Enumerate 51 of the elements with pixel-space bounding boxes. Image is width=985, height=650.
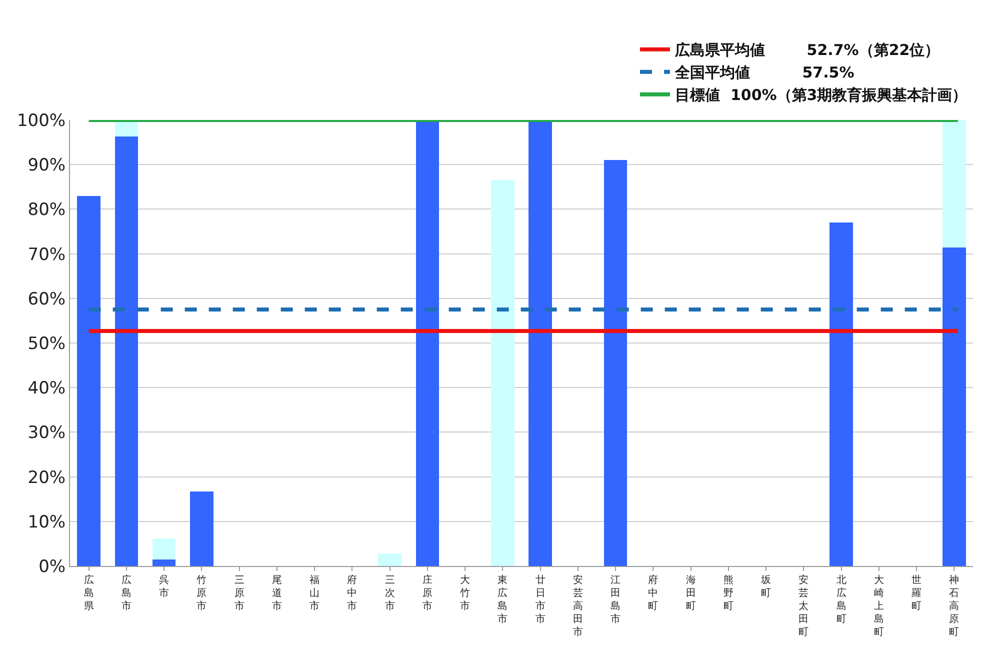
y-tick-label: 60%: [28, 289, 66, 310]
y-tick-label: 20%: [28, 468, 66, 488]
bar: [830, 222, 853, 566]
x-tick-label: 三次市: [384, 575, 395, 612]
bar: [604, 160, 628, 566]
bar: [378, 554, 402, 566]
y-tick-label: 100%: [16, 110, 66, 131]
x-tick-label: 大崎上島町: [874, 574, 884, 638]
legend-label: 目標値 100%（第3期教育振興基本計画）: [675, 86, 968, 104]
x-tick-label: 東広島市: [498, 574, 508, 625]
bar: [190, 492, 214, 566]
bar: [528, 120, 552, 566]
x-tick-label: 広島市: [121, 574, 132, 612]
x-tick-label: 安芸高田市: [572, 574, 583, 638]
y-tick-label: 50%: [28, 334, 66, 354]
x-tick-label: 福山市: [310, 574, 320, 612]
x-tick-label: 広島県: [84, 574, 94, 612]
x-tick-label: 三原市: [234, 575, 244, 612]
bar: [416, 120, 440, 566]
y-tick-label: 0%: [38, 556, 66, 577]
x-tick-label: 熊野町: [723, 574, 734, 612]
bar: [942, 248, 966, 566]
bar: [152, 559, 176, 566]
y-tick-label: 10%: [28, 512, 66, 532]
x-tick-label: 坂町: [760, 574, 772, 599]
x-tick-label: 世羅町: [912, 574, 922, 612]
x-tick-label: 神石高原町: [949, 574, 960, 638]
legend-label: 全国平均値 57.5%: [674, 64, 854, 82]
bar: [152, 538, 176, 560]
x-tick-label: 府中市: [347, 574, 358, 612]
x-tick-label: 海田町: [686, 574, 696, 612]
x-tick-label: 尾道市: [272, 575, 282, 612]
y-tick-label: 80%: [28, 200, 66, 220]
x-tick-label: 江田島市: [610, 574, 621, 625]
y-tick-label: 40%: [28, 378, 66, 399]
bar: [942, 120, 966, 248]
y-tick-label: 90%: [28, 156, 66, 176]
x-tick-label: 北広島町: [836, 574, 846, 625]
x-tick-label: 安芸太田町: [798, 574, 809, 638]
y-tick-label: 30%: [28, 423, 66, 444]
bar: [114, 136, 138, 566]
x-tick-label: 庄原市: [422, 574, 432, 612]
bar: [77, 196, 100, 566]
x-tick-label: 廿日市市: [535, 574, 546, 625]
x-tick-label: 竹原市: [196, 574, 207, 612]
x-tick-label: 府中町: [648, 574, 658, 612]
y-tick-label: 70%: [28, 244, 66, 265]
x-tick-label: 大竹市: [460, 574, 470, 612]
bar: [491, 180, 514, 566]
x-tick-label: 呉市: [159, 575, 170, 599]
legend-label: 広島県平均値 52.7%（第22位）: [674, 41, 940, 60]
